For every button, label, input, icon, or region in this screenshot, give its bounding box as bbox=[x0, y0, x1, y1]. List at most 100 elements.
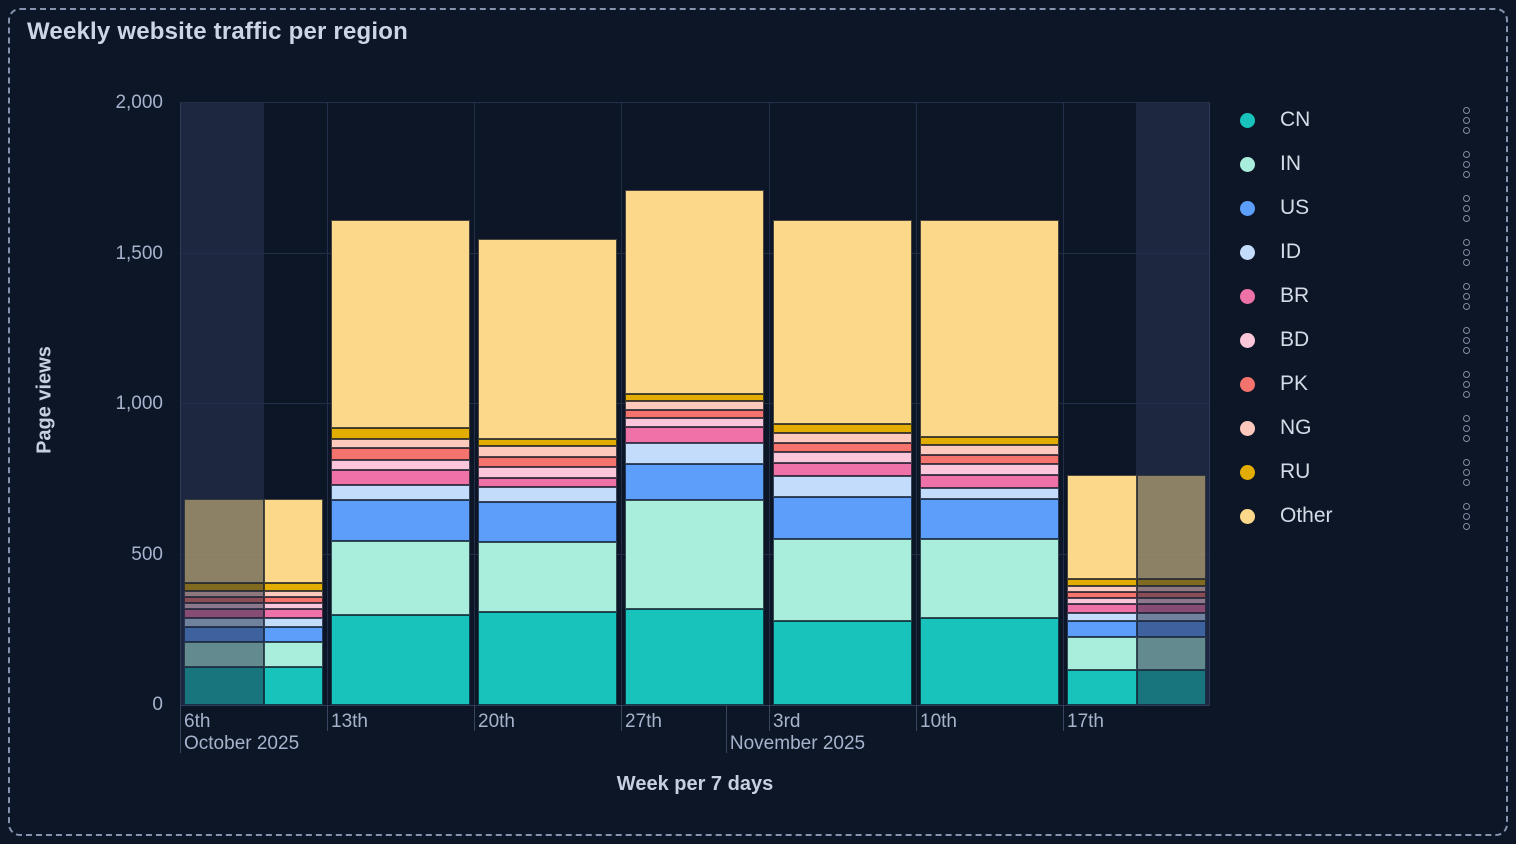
bar-segment-other[interactable] bbox=[625, 190, 765, 394]
bar-segment-in[interactable] bbox=[1067, 637, 1138, 671]
bar-segment-bd[interactable] bbox=[1067, 598, 1138, 605]
bar-segment-id[interactable] bbox=[478, 486, 618, 502]
kebab-menu-icon[interactable] bbox=[1461, 501, 1472, 532]
bar-segment-cn[interactable] bbox=[773, 620, 913, 705]
kebab-menu-icon[interactable] bbox=[1461, 457, 1472, 488]
bar-segment-cn[interactable] bbox=[184, 667, 264, 705]
bar-segment-other[interactable] bbox=[920, 220, 1060, 438]
bar-segment-br[interactable] bbox=[625, 426, 765, 444]
bar-segment-ng[interactable] bbox=[264, 590, 324, 597]
bar-segment-pk[interactable] bbox=[920, 455, 1060, 465]
bar-segment-other[interactable] bbox=[331, 220, 471, 429]
bar-segment-id[interactable] bbox=[331, 485, 471, 501]
kebab-menu-icon[interactable] bbox=[1461, 325, 1472, 356]
legend-item-us[interactable]: US bbox=[1240, 194, 1472, 222]
kebab-menu-icon[interactable] bbox=[1461, 193, 1472, 224]
bar-segment-us[interactable] bbox=[264, 626, 324, 642]
bar-segment-us[interactable] bbox=[773, 497, 913, 540]
legend-item-cn[interactable]: CN bbox=[1240, 106, 1472, 134]
bar-segment-br[interactable] bbox=[1137, 604, 1207, 614]
bar-segment-us[interactable] bbox=[184, 626, 264, 642]
bar-segment-id[interactable] bbox=[264, 617, 324, 627]
bar-segment-id[interactable] bbox=[184, 617, 264, 627]
bar-week-6th[interactable] bbox=[264, 498, 324, 705]
bar-segment-br[interactable] bbox=[1067, 604, 1138, 614]
bar-segment-cn[interactable] bbox=[331, 614, 471, 705]
bar-segment-ng[interactable] bbox=[331, 438, 471, 448]
bar-segment-in[interactable] bbox=[264, 641, 324, 668]
bar-segment-ng[interactable] bbox=[1067, 586, 1138, 593]
bar-segment-id[interactable] bbox=[1137, 613, 1207, 621]
bar-segment-br[interactable] bbox=[478, 477, 618, 487]
bar-segment-pk[interactable] bbox=[1137, 592, 1207, 599]
bar-segment-us[interactable] bbox=[625, 464, 765, 501]
bar-segment-bd[interactable] bbox=[920, 464, 1060, 475]
bar-segment-cn[interactable] bbox=[1067, 670, 1138, 705]
bar-segment-in[interactable] bbox=[478, 542, 618, 612]
bar-segment-ru[interactable] bbox=[920, 437, 1060, 445]
bar-segment-ru[interactable] bbox=[773, 423, 913, 433]
bar-segment-ru[interactable] bbox=[478, 438, 618, 447]
kebab-menu-icon[interactable] bbox=[1461, 413, 1472, 444]
bar-segment-other[interactable] bbox=[264, 498, 324, 584]
bar-segment-ru[interactable] bbox=[1137, 578, 1207, 587]
bar-segment-ng[interactable] bbox=[1137, 586, 1207, 593]
bar-segment-other[interactable] bbox=[184, 498, 264, 584]
bar-segment-cn[interactable] bbox=[264, 667, 324, 705]
kebab-menu-icon[interactable] bbox=[1461, 237, 1472, 268]
bar-segment-cn[interactable] bbox=[478, 611, 618, 705]
bar-segment-bd[interactable] bbox=[478, 467, 618, 478]
bar-segment-cn[interactable] bbox=[920, 617, 1060, 705]
bar-segment-bd[interactable] bbox=[773, 452, 913, 463]
bar-segment-pk[interactable] bbox=[1067, 592, 1138, 599]
bar-segment-bd[interactable] bbox=[1137, 598, 1207, 605]
bar-segment-in[interactable] bbox=[773, 539, 913, 621]
kebab-menu-icon[interactable] bbox=[1461, 149, 1472, 180]
bar-segment-bd[interactable] bbox=[331, 459, 471, 471]
legend-item-bd[interactable]: BD bbox=[1240, 326, 1472, 354]
kebab-menu-icon[interactable] bbox=[1461, 281, 1472, 312]
bar-segment-ru[interactable] bbox=[264, 583, 324, 591]
bar-week-10th[interactable] bbox=[920, 220, 1060, 705]
bar-segment-ng[interactable] bbox=[184, 590, 264, 597]
bar-week-17th-faded[interactable] bbox=[1137, 474, 1207, 705]
bar-segment-id[interactable] bbox=[920, 488, 1060, 499]
bar-segment-other[interactable] bbox=[1067, 474, 1138, 579]
legend-item-ru[interactable]: RU bbox=[1240, 458, 1472, 486]
bar-segment-id[interactable] bbox=[1067, 613, 1138, 621]
bar-segment-in[interactable] bbox=[1137, 637, 1207, 671]
bar-segment-pk[interactable] bbox=[184, 596, 264, 603]
bar-segment-ng[interactable] bbox=[920, 444, 1060, 456]
bar-segment-br[interactable] bbox=[331, 470, 471, 486]
bar-segment-cn[interactable] bbox=[1137, 670, 1207, 705]
bar-week-3rd[interactable] bbox=[773, 220, 913, 705]
bar-segment-br[interactable] bbox=[920, 474, 1060, 489]
kebab-menu-icon[interactable] bbox=[1461, 105, 1472, 136]
bar-segment-other[interactable] bbox=[1137, 474, 1207, 579]
bar-segment-id[interactable] bbox=[625, 443, 765, 465]
bar-segment-br[interactable] bbox=[184, 608, 264, 618]
bar-segment-ru[interactable] bbox=[184, 583, 264, 591]
bar-week-17th[interactable] bbox=[1067, 474, 1138, 705]
bar-segment-us[interactable] bbox=[1137, 620, 1207, 638]
bar-segment-us[interactable] bbox=[478, 501, 618, 543]
bar-segment-pk[interactable] bbox=[264, 596, 324, 603]
bar-segment-ng[interactable] bbox=[773, 432, 913, 444]
bar-segment-pk[interactable] bbox=[478, 456, 618, 468]
bar-segment-us[interactable] bbox=[331, 500, 471, 541]
bar-segment-in[interactable] bbox=[625, 500, 765, 609]
kebab-menu-icon[interactable] bbox=[1461, 369, 1472, 400]
bar-week-13th[interactable] bbox=[331, 220, 471, 705]
bar-segment-bd[interactable] bbox=[184, 602, 264, 609]
legend-item-id[interactable]: ID bbox=[1240, 238, 1472, 266]
bar-segment-us[interactable] bbox=[920, 498, 1060, 540]
legend-item-pk[interactable]: PK bbox=[1240, 370, 1472, 398]
bar-segment-in[interactable] bbox=[184, 641, 264, 668]
legend-item-ng[interactable]: NG bbox=[1240, 414, 1472, 442]
bar-segment-id[interactable] bbox=[773, 476, 913, 498]
bar-week-27th[interactable] bbox=[625, 190, 765, 705]
bar-segment-br[interactable] bbox=[773, 462, 913, 477]
legend-item-in[interactable]: IN bbox=[1240, 150, 1472, 178]
bar-segment-other[interactable] bbox=[478, 238, 618, 439]
bar-segment-cn[interactable] bbox=[625, 608, 765, 705]
